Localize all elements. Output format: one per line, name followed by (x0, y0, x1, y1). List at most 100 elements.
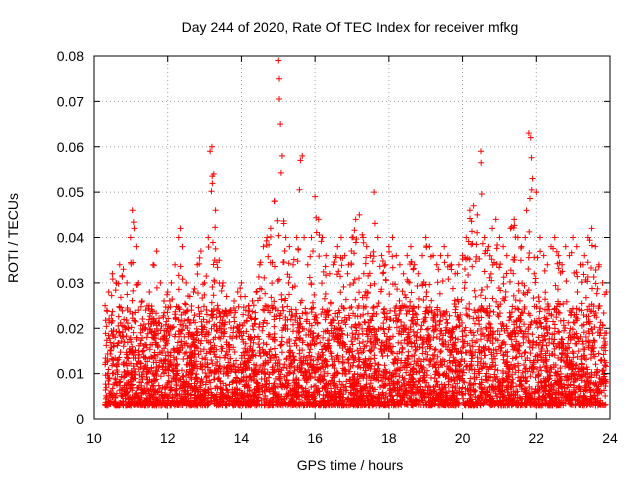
data-point (181, 300, 188, 307)
data-point (594, 285, 601, 292)
data-point (318, 238, 325, 245)
data-point (414, 316, 421, 323)
data-point (194, 378, 201, 385)
data-point (277, 342, 284, 349)
data-point (471, 320, 478, 327)
data-point (103, 307, 110, 314)
data-point (182, 301, 189, 308)
data-point (403, 369, 410, 376)
data-point (405, 348, 412, 355)
data-point (466, 306, 473, 313)
data-point (431, 347, 438, 353)
data-point (461, 285, 468, 292)
data-point (367, 282, 374, 289)
data-point (265, 253, 272, 260)
data-point (551, 305, 558, 312)
data-point (263, 341, 270, 348)
data-point (443, 316, 450, 323)
data-point (351, 370, 358, 377)
data-point (174, 345, 181, 352)
data-point (516, 323, 523, 330)
data-point (290, 256, 297, 263)
data-point (299, 310, 306, 317)
data-point (369, 313, 376, 320)
data-point (369, 258, 376, 265)
data-point (305, 389, 312, 396)
data-point (121, 316, 128, 323)
data-point (412, 347, 419, 354)
data-point (209, 283, 216, 290)
data-point (316, 253, 323, 260)
data-point (534, 254, 541, 261)
data-point (552, 282, 559, 289)
data-point (258, 397, 265, 404)
data-point (149, 382, 156, 389)
data-point (369, 304, 376, 311)
data-point (271, 345, 278, 352)
data-point (470, 315, 477, 322)
data-point (330, 329, 337, 336)
data-point (194, 328, 201, 335)
data-point (381, 330, 388, 337)
data-point (409, 318, 416, 325)
data-point (157, 336, 164, 343)
data-point (526, 250, 533, 257)
data-point (346, 305, 353, 312)
data-point (103, 342, 110, 349)
data-point (413, 337, 420, 344)
data-point (419, 350, 426, 357)
data-point (563, 278, 570, 285)
data-point (267, 233, 274, 240)
data-point (230, 329, 237, 336)
data-point (359, 231, 366, 238)
data-point (586, 339, 593, 346)
data-point (371, 220, 378, 227)
data-point (515, 287, 522, 294)
data-point (461, 265, 468, 272)
data-point (350, 280, 357, 287)
data-point (151, 377, 158, 384)
data-point (311, 291, 318, 298)
data-point (336, 378, 343, 385)
data-point (555, 355, 562, 362)
data-point (243, 363, 250, 370)
data-point (250, 370, 257, 377)
data-point (411, 332, 418, 339)
data-point (490, 309, 497, 316)
data-point (319, 306, 326, 313)
data-point (280, 307, 287, 314)
data-point (223, 307, 230, 314)
data-point (292, 306, 299, 313)
data-point (218, 287, 225, 294)
data-point (574, 289, 581, 296)
data-point (143, 334, 150, 341)
data-point (487, 270, 494, 277)
data-point (200, 303, 207, 310)
data-point (339, 354, 346, 361)
data-point (269, 280, 276, 287)
data-point (205, 386, 212, 393)
data-point (256, 324, 263, 331)
data-point (587, 265, 594, 272)
data-point (130, 329, 137, 336)
data-point (459, 333, 466, 340)
data-point (103, 323, 110, 330)
data-point (542, 296, 549, 303)
data-point (399, 344, 406, 351)
data-point (392, 355, 399, 362)
data-point (247, 343, 254, 350)
data-point (420, 297, 427, 304)
data-point (155, 382, 162, 389)
data-point (453, 324, 460, 331)
data-point (216, 354, 223, 361)
data-point (308, 383, 315, 390)
data-point (531, 303, 538, 310)
data-point (115, 313, 122, 320)
data-point (124, 355, 131, 362)
data-point (109, 317, 116, 324)
data-point (175, 272, 182, 279)
data-point (548, 365, 555, 372)
data-point (477, 292, 484, 299)
data-point (513, 353, 520, 360)
data-point (333, 369, 340, 376)
